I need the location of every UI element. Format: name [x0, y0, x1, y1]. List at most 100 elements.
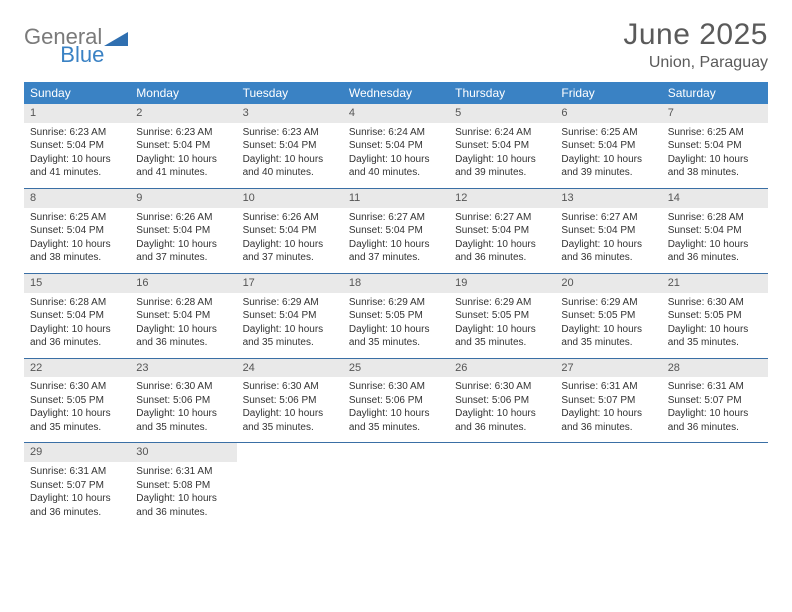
- daylight-line2: and 35 minutes.: [243, 336, 337, 350]
- day-details: Sunrise: 6:30 AMSunset: 5:06 PMDaylight:…: [237, 377, 343, 442]
- day-details: Sunrise: 6:31 AMSunset: 5:07 PMDaylight:…: [555, 377, 661, 442]
- day-number: 24: [237, 359, 343, 378]
- day-details: Sunrise: 6:23 AMSunset: 5:04 PMDaylight:…: [24, 123, 130, 188]
- month-title: June 2025: [623, 18, 768, 52]
- col-monday: Monday: [130, 82, 236, 104]
- col-thursday: Thursday: [449, 82, 555, 104]
- day-cell: 14Sunrise: 6:28 AMSunset: 5:04 PMDayligh…: [662, 188, 768, 273]
- day-number: 6: [555, 104, 661, 123]
- daylight-line1: Daylight: 10 hours: [136, 407, 230, 421]
- col-wednesday: Wednesday: [343, 82, 449, 104]
- daylight-line2: and 36 minutes.: [561, 251, 655, 265]
- daylight-line2: and 38 minutes.: [30, 251, 124, 265]
- day-details: Sunrise: 6:27 AMSunset: 5:04 PMDaylight:…: [449, 208, 555, 273]
- sunrise-text: Sunrise: 6:24 AM: [455, 126, 549, 140]
- sunset-text: Sunset: 5:04 PM: [136, 139, 230, 153]
- sunrise-text: Sunrise: 6:27 AM: [561, 211, 655, 225]
- day-cell: 7Sunrise: 6:25 AMSunset: 5:04 PMDaylight…: [662, 104, 768, 188]
- day-number: 20: [555, 274, 661, 293]
- day-cell: 25Sunrise: 6:30 AMSunset: 5:06 PMDayligh…: [343, 358, 449, 443]
- day-details: Sunrise: 6:27 AMSunset: 5:04 PMDaylight:…: [343, 208, 449, 273]
- daylight-line2: and 40 minutes.: [349, 166, 443, 180]
- day-details: Sunrise: 6:30 AMSunset: 5:06 PMDaylight:…: [343, 377, 449, 442]
- sunset-text: Sunset: 5:04 PM: [30, 309, 124, 323]
- day-number: 17: [237, 274, 343, 293]
- day-details: Sunrise: 6:23 AMSunset: 5:04 PMDaylight:…: [130, 123, 236, 188]
- daylight-line2: and 36 minutes.: [455, 251, 549, 265]
- daylight-line2: and 41 minutes.: [30, 166, 124, 180]
- sunset-text: Sunset: 5:06 PM: [455, 394, 549, 408]
- sunrise-text: Sunrise: 6:23 AM: [243, 126, 337, 140]
- day-cell: .: [343, 443, 449, 527]
- sunrise-text: Sunrise: 6:23 AM: [30, 126, 124, 140]
- daylight-line1: Daylight: 10 hours: [455, 238, 549, 252]
- daylight-line1: Daylight: 10 hours: [455, 153, 549, 167]
- daylight-line1: Daylight: 10 hours: [30, 407, 124, 421]
- day-number: 30: [130, 443, 236, 462]
- sunset-text: Sunset: 5:06 PM: [136, 394, 230, 408]
- day-details: Sunrise: 6:26 AMSunset: 5:04 PMDaylight:…: [130, 208, 236, 273]
- day-details: Sunrise: 6:28 AMSunset: 5:04 PMDaylight:…: [130, 293, 236, 358]
- sunrise-text: Sunrise: 6:27 AM: [349, 211, 443, 225]
- sunset-text: Sunset: 5:07 PM: [561, 394, 655, 408]
- daylight-line2: and 35 minutes.: [349, 421, 443, 435]
- daylight-line1: Daylight: 10 hours: [30, 323, 124, 337]
- daylight-line2: and 36 minutes.: [668, 251, 762, 265]
- daylight-line2: and 37 minutes.: [243, 251, 337, 265]
- daylight-line1: Daylight: 10 hours: [561, 153, 655, 167]
- day-details: Sunrise: 6:30 AMSunset: 5:05 PMDaylight:…: [662, 293, 768, 358]
- day-cell: .: [449, 443, 555, 527]
- day-cell: 22Sunrise: 6:30 AMSunset: 5:05 PMDayligh…: [24, 358, 130, 443]
- sunrise-text: Sunrise: 6:30 AM: [136, 380, 230, 394]
- day-cell: 27Sunrise: 6:31 AMSunset: 5:07 PMDayligh…: [555, 358, 661, 443]
- day-details: Sunrise: 6:25 AMSunset: 5:04 PMDaylight:…: [662, 123, 768, 188]
- day-cell: 16Sunrise: 6:28 AMSunset: 5:04 PMDayligh…: [130, 273, 236, 358]
- sunset-text: Sunset: 5:04 PM: [243, 224, 337, 238]
- day-number: 25: [343, 359, 449, 378]
- day-cell: 15Sunrise: 6:28 AMSunset: 5:04 PMDayligh…: [24, 273, 130, 358]
- day-number: 1: [24, 104, 130, 123]
- day-cell: 29Sunrise: 6:31 AMSunset: 5:07 PMDayligh…: [24, 443, 130, 527]
- sunrise-text: Sunrise: 6:28 AM: [30, 296, 124, 310]
- day-cell: .: [237, 443, 343, 527]
- daylight-line2: and 36 minutes.: [30, 336, 124, 350]
- daylight-line1: Daylight: 10 hours: [349, 323, 443, 337]
- sunrise-text: Sunrise: 6:31 AM: [30, 465, 124, 479]
- col-saturday: Saturday: [662, 82, 768, 104]
- daylight-line1: Daylight: 10 hours: [136, 153, 230, 167]
- day-cell: 18Sunrise: 6:29 AMSunset: 5:05 PMDayligh…: [343, 273, 449, 358]
- col-friday: Friday: [555, 82, 661, 104]
- daylight-line1: Daylight: 10 hours: [668, 153, 762, 167]
- daylight-line1: Daylight: 10 hours: [561, 407, 655, 421]
- day-number: 28: [662, 359, 768, 378]
- daylight-line2: and 35 minutes.: [349, 336, 443, 350]
- daylight-line2: and 37 minutes.: [136, 251, 230, 265]
- day-number: 12: [449, 189, 555, 208]
- sunset-text: Sunset: 5:04 PM: [668, 224, 762, 238]
- daylight-line1: Daylight: 10 hours: [668, 407, 762, 421]
- day-number: 7: [662, 104, 768, 123]
- sunrise-text: Sunrise: 6:24 AM: [349, 126, 443, 140]
- calendar-table: Sunday Monday Tuesday Wednesday Thursday…: [24, 82, 768, 527]
- daylight-line1: Daylight: 10 hours: [243, 153, 337, 167]
- day-details: Sunrise: 6:25 AMSunset: 5:04 PMDaylight:…: [555, 123, 661, 188]
- sunset-text: Sunset: 5:05 PM: [668, 309, 762, 323]
- sunrise-text: Sunrise: 6:30 AM: [30, 380, 124, 394]
- week-row: 29Sunrise: 6:31 AMSunset: 5:07 PMDayligh…: [24, 443, 768, 527]
- daylight-line2: and 36 minutes.: [136, 336, 230, 350]
- week-row: 1Sunrise: 6:23 AMSunset: 5:04 PMDaylight…: [24, 104, 768, 188]
- sunset-text: Sunset: 5:04 PM: [30, 139, 124, 153]
- day-cell: 17Sunrise: 6:29 AMSunset: 5:04 PMDayligh…: [237, 273, 343, 358]
- daylight-line1: Daylight: 10 hours: [243, 238, 337, 252]
- sunset-text: Sunset: 5:05 PM: [455, 309, 549, 323]
- day-number: 3: [237, 104, 343, 123]
- sunrise-text: Sunrise: 6:23 AM: [136, 126, 230, 140]
- day-details: Sunrise: 6:30 AMSunset: 5:06 PMDaylight:…: [449, 377, 555, 442]
- sunset-text: Sunset: 5:04 PM: [243, 309, 337, 323]
- day-cell: .: [662, 443, 768, 527]
- daylight-line2: and 39 minutes.: [561, 166, 655, 180]
- daylight-line2: and 35 minutes.: [136, 421, 230, 435]
- week-row: 15Sunrise: 6:28 AMSunset: 5:04 PMDayligh…: [24, 273, 768, 358]
- sunset-text: Sunset: 5:06 PM: [349, 394, 443, 408]
- daylight-line1: Daylight: 10 hours: [136, 238, 230, 252]
